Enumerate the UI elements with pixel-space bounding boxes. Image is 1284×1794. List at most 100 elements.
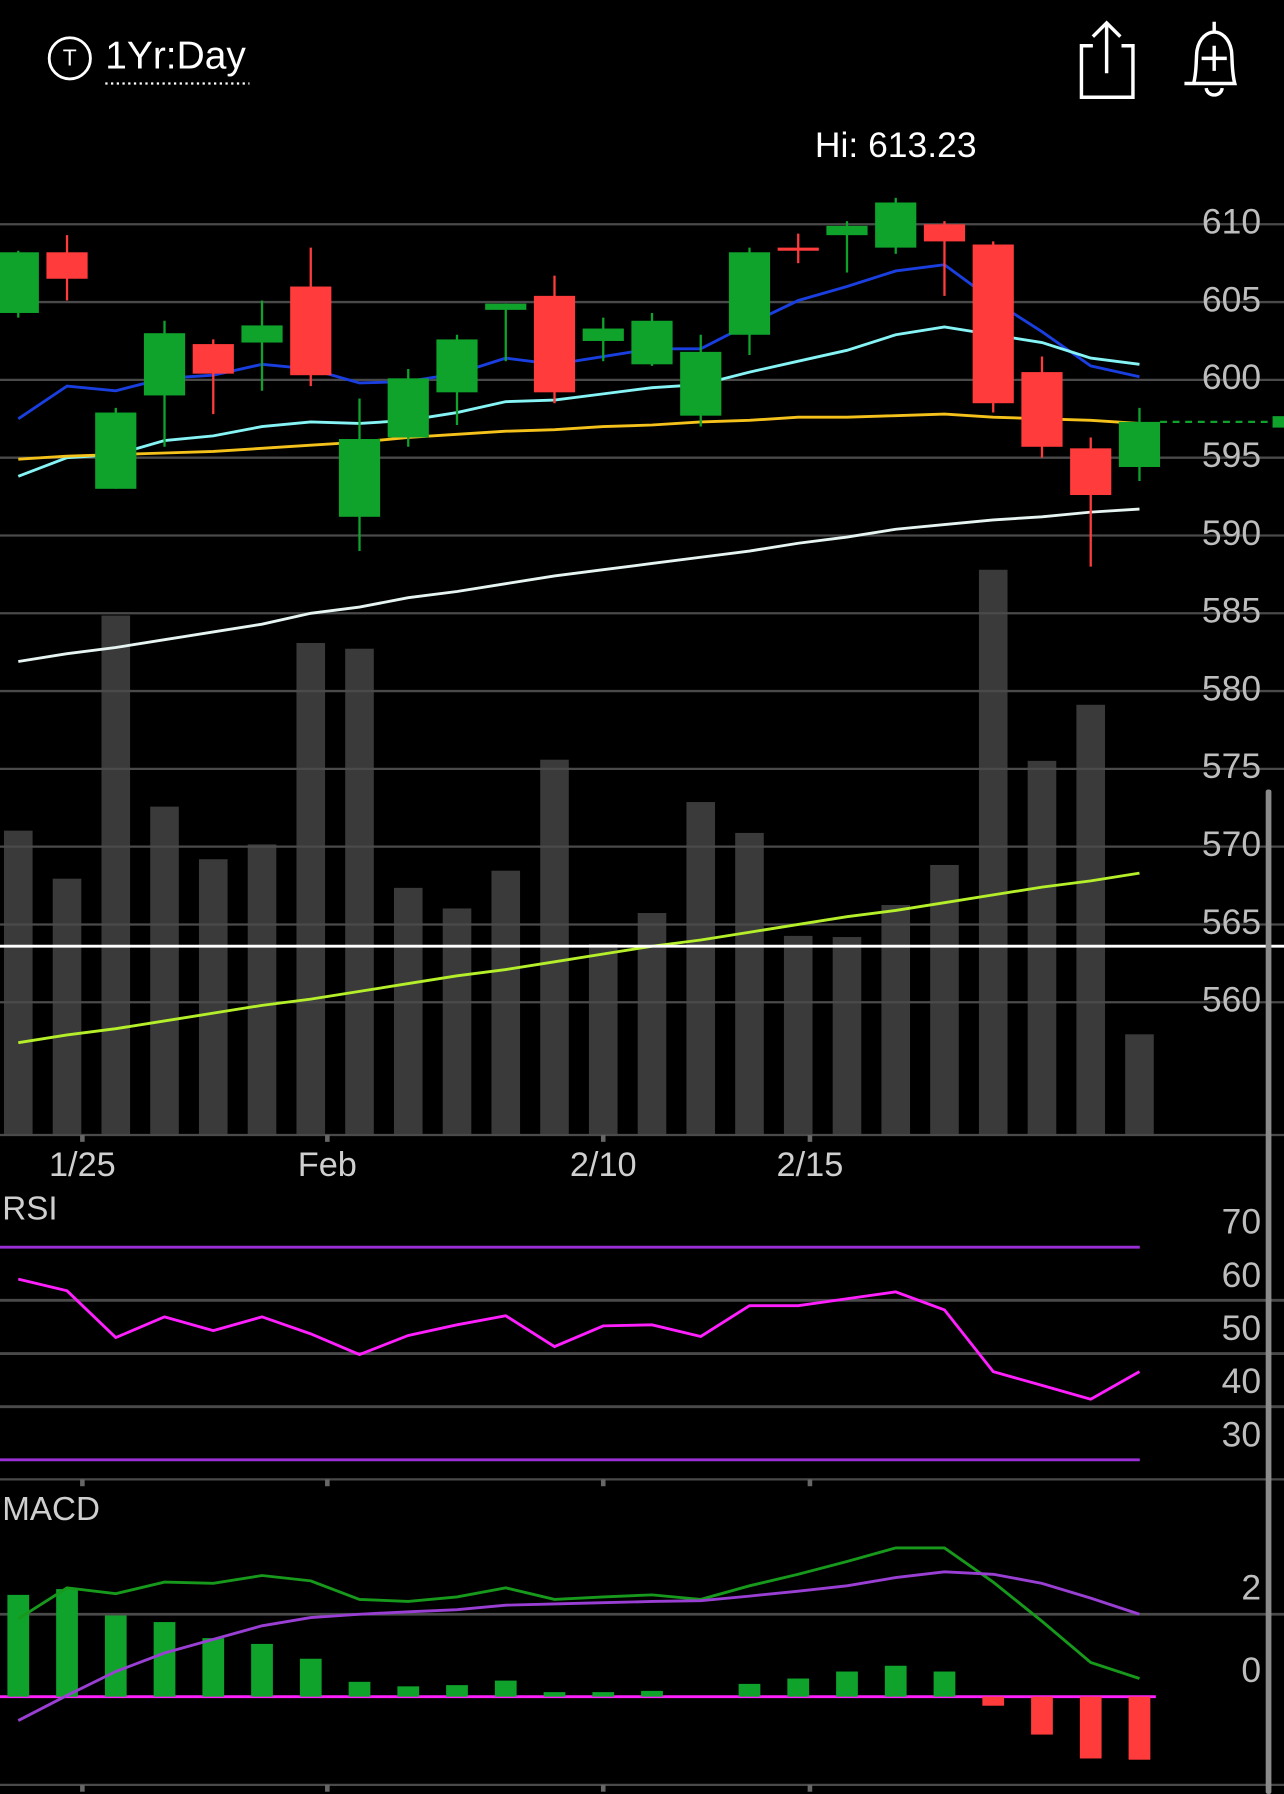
- candle-body: [777, 247, 819, 251]
- volume-bar: [1125, 1034, 1154, 1135]
- alert-button[interactable]: [1184, 21, 1238, 97]
- volume-bar: [637, 913, 667, 1135]
- line: [17, 263, 1140, 420]
- candle-body: [875, 202, 917, 248]
- histogram-bar: [836, 1671, 858, 1697]
- volume-bar: [686, 802, 716, 1135]
- volume-bar: [52, 878, 82, 1135]
- histogram-bar: [397, 1686, 420, 1697]
- candle-body: [192, 344, 234, 374]
- annotation: Hi: 613.23: [815, 125, 977, 165]
- last-price-marker: [1272, 416, 1284, 428]
- volume-bar: [345, 648, 374, 1135]
- candle-body: [1118, 421, 1161, 468]
- candle-body: [728, 252, 771, 335]
- timeframe[interactable]: 1Yr:Day: [105, 35, 246, 78]
- histogram-bar: [1031, 1696, 1053, 1735]
- y-tick-label: 580: [1202, 668, 1261, 708]
- histogram-bar: [299, 1658, 322, 1697]
- histogram-bar: [7, 1594, 30, 1697]
- y-tick-label: 0: [1241, 1650, 1261, 1690]
- volume-bar: [881, 905, 911, 1135]
- histogram-bar: [787, 1678, 810, 1697]
- histogram-bar: [494, 1680, 517, 1697]
- line: [17, 1546, 1140, 1680]
- line: [17, 1277, 1141, 1401]
- histogram-bar: [543, 1692, 566, 1697]
- scrollbar[interactable]: [1265, 789, 1272, 1794]
- volume-bar: [735, 832, 764, 1135]
- histogram-bar: [104, 1615, 127, 1697]
- histogram-bar: [56, 1589, 78, 1697]
- y-tick-label: 610: [1202, 202, 1261, 242]
- y-tick-label: 575: [1202, 746, 1261, 786]
- line: [18, 412, 1140, 461]
- histogram-bar: [202, 1638, 225, 1697]
- histogram-bar: [1128, 1696, 1151, 1760]
- y-tick-label: 560: [1202, 980, 1261, 1020]
- histogram-bar: [446, 1685, 468, 1697]
- candle-body: [972, 244, 1014, 404]
- line: [18, 507, 1140, 663]
- histogram-bar: [933, 1671, 956, 1697]
- volume-bar: [978, 569, 1008, 1135]
- candle-body: [290, 286, 332, 376]
- y-tick-label: 590: [1202, 513, 1261, 553]
- y-tick-label: 40: [1222, 1361, 1261, 1401]
- candle-body: [338, 439, 381, 517]
- candle-body: [680, 351, 722, 416]
- candle-body: [582, 328, 624, 341]
- x-tick-label: 2/15: [777, 1146, 844, 1184]
- histogram-bar: [738, 1683, 761, 1697]
- x-tick-label: 1/25: [49, 1146, 116, 1184]
- volume-bar: [3, 830, 33, 1135]
- volume-bar: [442, 908, 472, 1135]
- line: [17, 325, 1140, 478]
- y-tick-label: 50: [1222, 1308, 1261, 1348]
- line: [17, 1570, 1140, 1722]
- candle-body: [533, 295, 576, 393]
- y-tick-label: 565: [1202, 902, 1261, 942]
- candle-body: [826, 225, 868, 236]
- histogram-bar: [592, 1692, 615, 1697]
- volume-bar: [832, 937, 862, 1135]
- x-tick-label: 2/10: [570, 1146, 637, 1184]
- candle-body: [387, 378, 429, 438]
- share-button[interactable]: [1079, 20, 1135, 99]
- candle-body: [1070, 448, 1112, 496]
- y-tick-label: 595: [1202, 435, 1261, 475]
- y-tick-label: 600: [1202, 357, 1261, 397]
- icon-glyph: T: [63, 45, 77, 71]
- candle-body: [436, 339, 478, 393]
- candle-body: [143, 333, 186, 396]
- icon: [47, 36, 92, 81]
- candle-body: [1021, 372, 1063, 447]
- histogram-bar: [251, 1643, 273, 1697]
- histogram-bar: [348, 1681, 371, 1697]
- y-tick-label: 60: [1222, 1255, 1261, 1295]
- volume-bar: [198, 859, 228, 1135]
- histogram-bar: [1079, 1696, 1102, 1759]
- volume-bar: [150, 806, 179, 1135]
- volume-bar: [1027, 760, 1057, 1135]
- panel-title: MACD: [2, 1491, 100, 1528]
- histogram-bar: [884, 1665, 907, 1697]
- volume-bar: [930, 864, 959, 1135]
- timeframe-button[interactable]: T 1Yr:Day: [47, 35, 250, 85]
- volume-bar: [101, 615, 131, 1135]
- y-tick-label: 30: [1222, 1414, 1261, 1454]
- candle-body: [923, 224, 966, 242]
- histogram-bar: [153, 1622, 176, 1697]
- panel-title: RSI: [2, 1190, 57, 1227]
- candle-body: [0, 252, 39, 313]
- candle-body: [241, 325, 283, 343]
- y-tick-label: 70: [1222, 1202, 1261, 1242]
- candle-body: [485, 303, 527, 310]
- candle-body: [631, 320, 673, 365]
- histogram-bar: [982, 1696, 1005, 1706]
- candle-body: [46, 252, 88, 279]
- y-tick-label: 605: [1202, 279, 1261, 319]
- volume-bar: [588, 943, 618, 1135]
